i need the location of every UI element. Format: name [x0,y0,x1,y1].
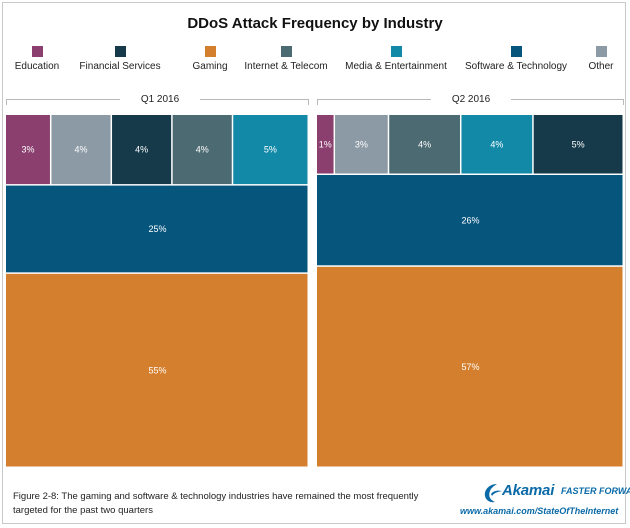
q1-bracket-gap [120,95,200,105]
mosaic-row-label: 57% [461,362,479,372]
mosaic-cell-education [6,115,50,185]
legend-swatch [391,46,402,57]
mosaic-cell-other [335,115,388,174]
mosaic-cell-label: 4% [135,145,148,155]
legend-swatch [281,46,292,57]
panel-label-q2: Q2 2016 [451,94,491,105]
mosaic-row-gaming [317,266,623,467]
mosaic-cell-financial-services [112,115,172,185]
mosaic-cell-media-entertainment [461,115,533,174]
figure-caption: Figure 2-8: The gaming and software & te… [13,491,419,516]
legend-label: Media & Entertainment [345,61,447,72]
mosaic-cell-internet-telecom [389,115,460,174]
legend-label: Internet & Telecom [244,61,328,72]
mosaic-cell-education [317,115,334,174]
chart-frame [2,2,626,524]
mosaic-cell-media-entertainment [233,115,308,185]
mosaic-cell-label: 3% [355,139,368,149]
logo-url[interactable]: www.akamai.com/StateOfTheInternet [460,506,619,516]
legend-label: Software & Technology [464,61,568,72]
panel-label-q1: Q1 2016 [140,94,180,105]
legend-label: Other [588,61,614,72]
legend-swatch [32,46,43,57]
mosaic-cell-label: 4% [418,139,431,149]
legend-swatch [511,46,522,57]
mosaic-cell-label: 4% [196,145,209,155]
mosaic-row-software-technology [317,175,623,266]
mosaic-cell-internet-telecom [172,115,232,185]
chart-legend: Education Financial Services Gaming Interne… [0,46,630,76]
logo-brand: Akamai [502,482,555,499]
q2-bracket-gap [431,95,511,105]
mosaic-row-label: 55% [148,365,166,375]
legend-swatch [596,46,607,57]
mosaic-cell-label: 1% [319,139,332,149]
legend-label: Financial Services [79,61,161,72]
mosaic-cell-label: 4% [490,139,503,149]
legend-label: Gaming [192,61,228,72]
mosaic-cell-label: 4% [74,145,87,155]
mosaic-row-label: 25% [148,224,166,234]
akamai-logo: Akamai FASTER FORWARD www.akamai.com/Sta… [460,480,630,520]
mosaic-row-software-technology [6,185,308,273]
mosaic-row-gaming [6,273,308,467]
mosaic-cell-label: 5% [264,145,277,155]
legend-label: Education [14,61,60,72]
logo-tagline: FASTER FORWARD [561,486,630,496]
akamai-swoosh-icon [484,484,502,503]
mosaic-cell-other [51,115,111,185]
legend-swatch [115,46,126,57]
mosaic-row-label: 26% [461,215,479,225]
mosaic-cell-label: 3% [21,145,34,155]
chart-title: DDoS Attack Frequency by Industry [187,15,443,32]
mosaic-cell-financial-services [533,115,623,174]
legend-swatch [205,46,216,57]
mosaic-cell-label: 5% [572,139,585,149]
